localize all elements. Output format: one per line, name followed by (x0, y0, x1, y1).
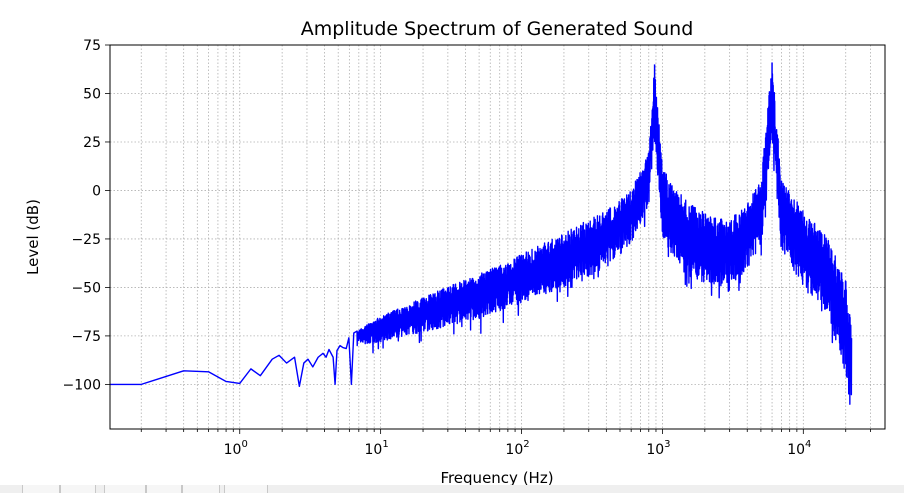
y-tick-label: 25 (83, 135, 101, 151)
y-tick-label: −75 (71, 329, 101, 345)
x-tick-base: 10 (365, 442, 383, 458)
toolbar-button[interactable] (104, 485, 146, 493)
x-tick-label: 104 (787, 439, 811, 458)
x-tick-label: 101 (365, 439, 389, 458)
x-tick-base: 10 (505, 442, 523, 458)
y-tick-label: 75 (83, 38, 101, 54)
x-tick-label: 102 (505, 439, 529, 458)
toolbar-button[interactable] (224, 485, 268, 493)
x-tick-exponent: 3 (664, 439, 670, 450)
spectrum-line (110, 73, 853, 405)
toolbar-button[interactable] (182, 485, 220, 493)
toolbar-button[interactable] (60, 485, 96, 493)
y-tick-label: 50 (83, 86, 101, 102)
toolbar-button[interactable] (22, 485, 60, 493)
toolbar-strip (0, 485, 904, 493)
y-axis-label: Level (dB) (24, 199, 42, 275)
x-axis-label: Frequency (Hz) (440, 469, 553, 485)
chart-title: Amplitude Spectrum of Generated Sound (301, 18, 694, 40)
x-tick-label: 100 (224, 439, 248, 458)
y-tick-label: −100 (63, 377, 101, 393)
x-tick-exponent: 4 (805, 439, 811, 450)
plot-layer (110, 62, 853, 405)
y-tick-label: −50 (71, 280, 101, 296)
x-tick-exponent: 0 (241, 439, 247, 450)
y-tick-label: 0 (92, 183, 101, 199)
toolbar-button[interactable] (146, 485, 182, 493)
x-tick-base: 10 (224, 442, 242, 458)
x-tick-exponent: 2 (523, 439, 529, 450)
x-tick-base: 10 (646, 442, 664, 458)
x-tick-label: 103 (646, 439, 670, 458)
x-tick-base: 10 (787, 442, 805, 458)
x-tick-exponent: 1 (382, 439, 388, 450)
y-tick-label: −25 (71, 232, 101, 248)
plot-frame (109, 44, 886, 430)
